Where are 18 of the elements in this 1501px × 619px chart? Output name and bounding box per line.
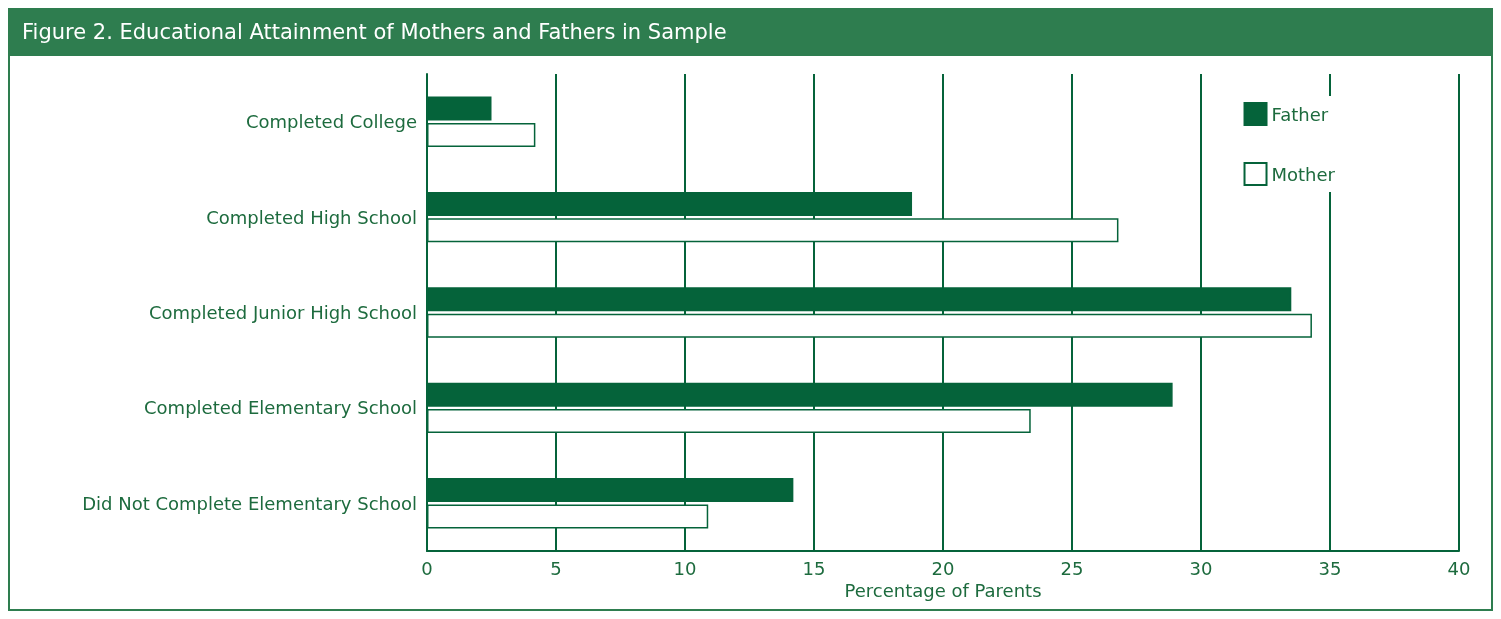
y-tick-label: Completed Junior High School xyxy=(148,302,417,323)
x-tick-label: 0 xyxy=(421,557,433,579)
x-tick-label: 30 xyxy=(1189,557,1213,579)
x-tick-label: 10 xyxy=(673,557,697,579)
y-tick-label: Completed College xyxy=(245,111,417,133)
x-axis-title: Percentage of Parents xyxy=(844,580,1042,602)
x-tick-label: 40 xyxy=(1447,557,1471,579)
x-tick-label: 20 xyxy=(931,557,955,579)
x-tick-label: 35 xyxy=(1318,557,1342,579)
legend-label: Father xyxy=(1271,103,1329,125)
legend-label: Mother xyxy=(1271,163,1336,185)
x-tick-label: 25 xyxy=(1060,557,1084,579)
chart-title: Figure 2. Educational Attainment of Mothers and Fathers in Sample xyxy=(10,10,1491,56)
y-tick-label: Completed Elementary School xyxy=(144,397,417,419)
y-tick-label: Completed High School xyxy=(206,206,417,228)
x-tick-label: 15 xyxy=(802,557,826,579)
y-tick-label: Did Not Complete Elementary School xyxy=(82,492,417,514)
x-tick-label: 5 xyxy=(550,557,562,579)
